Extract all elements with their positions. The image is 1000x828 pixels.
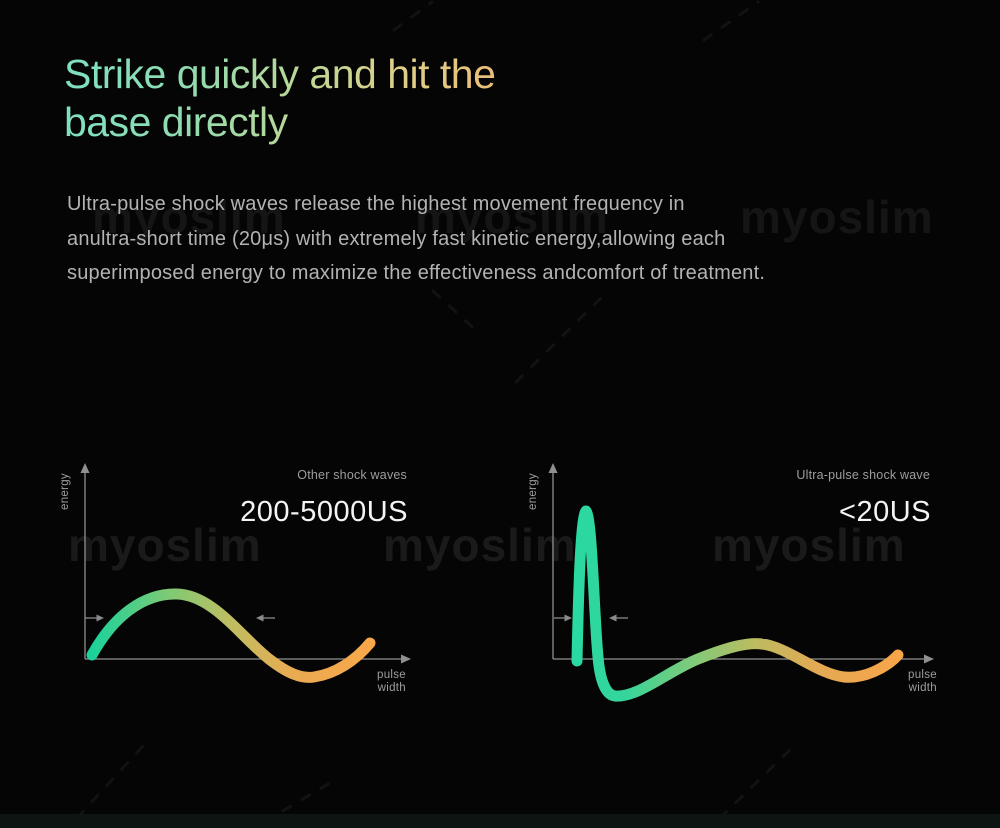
series-label: Other shock waves bbox=[297, 468, 407, 482]
y-axis-arrow-icon bbox=[548, 463, 558, 473]
description-paragraph: Ultra-pulse shock waves release the high… bbox=[67, 187, 947, 291]
pulse-duration-value: <20US bbox=[839, 496, 931, 528]
y-axis-arrow-icon bbox=[80, 463, 90, 473]
y-axis-label: energy bbox=[59, 473, 71, 510]
x-axis-label-line2: width bbox=[908, 682, 937, 694]
span-arrow-right-icon bbox=[564, 614, 572, 622]
x-axis-label-line1: pulse bbox=[377, 669, 406, 681]
chart-ultra-pulse-shock-wave: energy Ultra-pulse shock wave <20US puls… bbox=[527, 463, 937, 702]
y-axis-label: energy bbox=[527, 473, 539, 510]
chart-other-shock-waves: energy Other shock waves 200-5000US puls… bbox=[59, 463, 411, 694]
x-axis-arrow-icon bbox=[401, 654, 411, 664]
description-line: superimposed energy to maximize the effe… bbox=[67, 262, 766, 284]
bottom-strip bbox=[0, 814, 1000, 828]
span-arrow-left-icon bbox=[256, 614, 264, 622]
span-arrow-left-icon bbox=[609, 614, 617, 622]
x-axis-arrow-icon bbox=[924, 654, 934, 664]
waveform-ultra-pulse bbox=[571, 505, 904, 702]
page-title-line2: base directly bbox=[64, 99, 288, 145]
description-line: anultra-short time (20μs) with extremely… bbox=[67, 227, 726, 250]
page-title-line1: Strike quickly and hit the bbox=[64, 51, 496, 97]
description-line: Ultra-pulse shock waves release the high… bbox=[67, 193, 685, 215]
page-title: Strike quickly and hit the base directly bbox=[64, 50, 495, 146]
span-arrow-right-icon bbox=[96, 614, 104, 622]
series-label: Ultra-pulse shock wave bbox=[796, 468, 930, 482]
x-axis-label-line2: width bbox=[377, 682, 406, 694]
x-axis-label-line1: pulse bbox=[908, 669, 937, 681]
waveform-other-shock-waves bbox=[86, 588, 376, 683]
pulse-duration-value: 200-5000US bbox=[240, 496, 408, 528]
